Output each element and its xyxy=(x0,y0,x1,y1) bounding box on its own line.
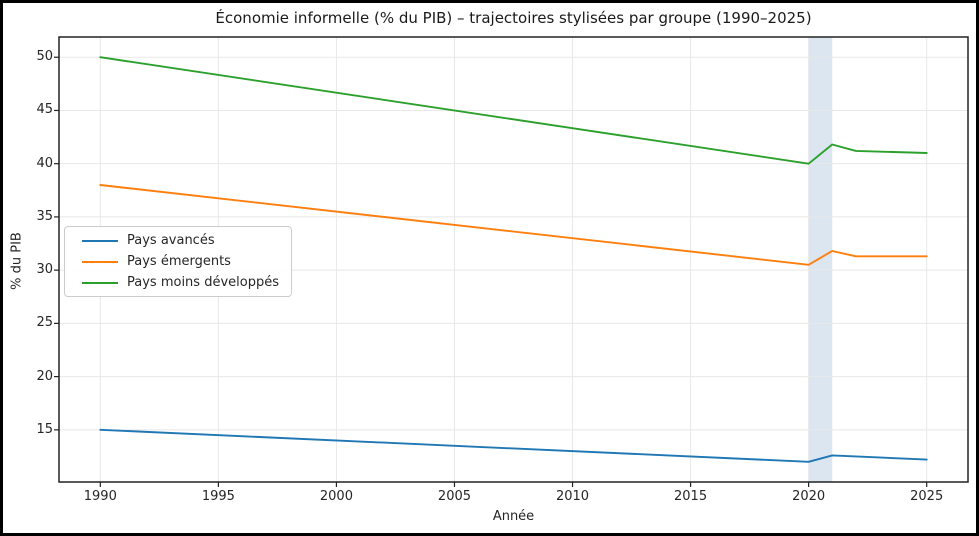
y-tick-label: 45 xyxy=(36,102,53,118)
x-tick-label: 2005 xyxy=(437,489,472,504)
x-tick-label: 2025 xyxy=(910,489,944,504)
legend-label: Pays avancés xyxy=(127,233,215,248)
legend: Pays avancés Pays émergents Pays moins dév… xyxy=(64,226,292,297)
x-tick-label: 2000 xyxy=(319,489,353,504)
y-tick-label: 30 xyxy=(36,262,53,278)
x-tick-label: 1990 xyxy=(83,489,117,504)
legend-label: Pays moins développés xyxy=(127,275,279,290)
y-tick-label: 25 xyxy=(36,315,53,331)
x-tick-label: 2015 xyxy=(674,489,708,504)
legend-swatch xyxy=(82,281,118,284)
axes-frame xyxy=(58,36,969,483)
legend-label: Pays émergents xyxy=(127,254,231,269)
y-tick-label: 50 xyxy=(36,49,53,65)
x-axis-label: Année xyxy=(492,509,535,524)
series-line-0 xyxy=(99,428,928,463)
x-tick-label: 1995 xyxy=(201,489,235,504)
y-tick-label: 15 xyxy=(36,421,53,437)
y-tick-label: 20 xyxy=(36,368,53,384)
legend-swatch xyxy=(82,260,118,263)
plot-area xyxy=(54,36,969,487)
y-tick-label: 40 xyxy=(36,155,53,171)
series-line-2 xyxy=(99,56,928,165)
highlight-band xyxy=(808,37,833,482)
legend-item-0: Pays avancés xyxy=(75,230,279,251)
x-tick-label: 2010 xyxy=(555,489,590,504)
legend-item-2: Pays moins développés xyxy=(75,272,279,293)
legend-item-1: Pays émergents xyxy=(75,251,279,272)
series-line-1 xyxy=(99,184,928,266)
legend-swatch xyxy=(82,239,118,242)
chart-title: Économie informelle (% du PIB) – traject… xyxy=(215,9,812,27)
y-tick-label: 35 xyxy=(36,208,53,224)
x-tick-label: 2020 xyxy=(792,489,826,504)
